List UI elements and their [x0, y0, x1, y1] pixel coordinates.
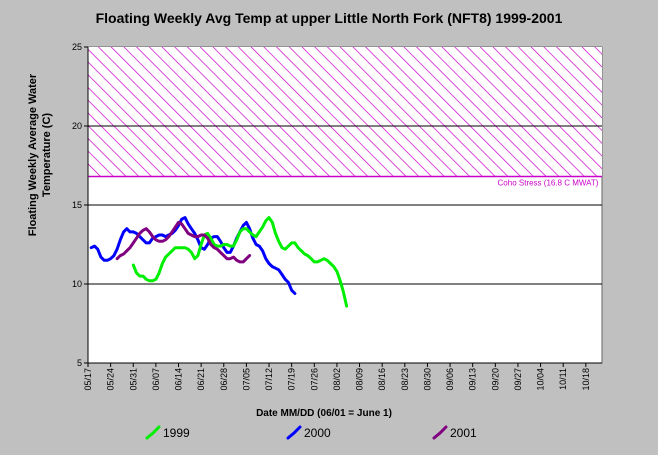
- x-tick-label: 10/04: [536, 368, 546, 391]
- x-tick-label: 10/18: [581, 368, 591, 391]
- series-line-1999: [131, 216, 349, 308]
- y-tick-label: 15: [72, 200, 82, 210]
- x-tick-label: 05/31: [128, 368, 138, 391]
- series-lines: [89, 216, 349, 308]
- y-tick-label: 25: [72, 42, 82, 52]
- y-tick-label: 20: [72, 121, 82, 131]
- x-tick-label: 06/07: [151, 368, 161, 391]
- x-tick-label: 06/21: [196, 368, 206, 391]
- x-tick-label: 07/05: [241, 368, 251, 391]
- x-tick-label: 05/24: [106, 368, 116, 391]
- legend-label-2001: 2001: [450, 426, 477, 440]
- x-tick-label: 09/27: [513, 368, 523, 391]
- x-tick-label: 09/20: [490, 368, 500, 391]
- x-tick-labels: 05/17 05/24 05/31 06/07 06/14 06/21 06/28 07/05…: [83, 363, 591, 391]
- x-tick-label: 09/13: [468, 368, 478, 391]
- x-tick-label: 07/26: [309, 368, 319, 391]
- y-tick-label: 10: [72, 279, 82, 289]
- threshold-label: Coho Stress (16.8 C MWAT): [498, 179, 599, 188]
- x-tick-label: 09/06: [445, 368, 455, 391]
- coho-stress-band: [88, 47, 602, 177]
- x-tick-label: 06/14: [174, 368, 184, 391]
- chart-title: Floating Weekly Avg Temp at upper Little…: [95, 10, 563, 26]
- legend-label-2000: 2000: [304, 426, 331, 440]
- x-tick-label: 08/23: [400, 368, 410, 391]
- gridlines: [88, 125, 602, 285]
- y-axis-label-line-1: Floating Weekly Average Water: [27, 73, 39, 236]
- series-line-2001: [115, 220, 252, 264]
- legend-swatch-2000: [286, 425, 302, 440]
- x-tick-label: 08/09: [355, 368, 365, 391]
- y-tick-labels: 5 10 15 20 25: [72, 42, 88, 368]
- y-axis-label-line-2: Temperature (C): [41, 113, 53, 197]
- legend-swatch-2001: [432, 425, 448, 440]
- x-axis-label: Date MM/DD (06/01 = June 1): [256, 408, 392, 419]
- x-tick-label: 10/11: [558, 368, 568, 390]
- x-tick-label: 08/16: [377, 368, 387, 391]
- y-tick-label: 5: [77, 358, 82, 368]
- series-line-2000: [89, 216, 297, 295]
- legend: 1999 2000 2001: [145, 425, 477, 440]
- x-tick-label: 08/30: [422, 368, 432, 391]
- x-tick-label: 05/17: [83, 368, 93, 391]
- legend-swatch-1999: [145, 425, 161, 440]
- x-tick-label: 06/28: [219, 368, 229, 391]
- legend-label-1999: 1999: [163, 426, 190, 440]
- x-tick-label: 07/12: [264, 368, 274, 391]
- x-tick-label: 07/19: [287, 368, 297, 391]
- x-tick-label: 08/02: [332, 368, 342, 391]
